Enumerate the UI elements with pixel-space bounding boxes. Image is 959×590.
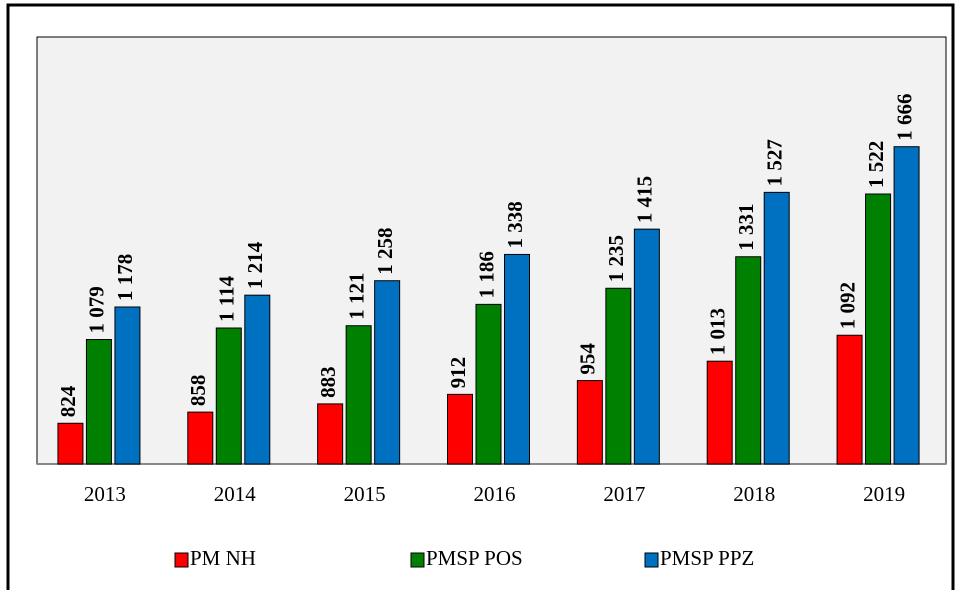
data-label: 1 258 (373, 227, 397, 274)
bar (374, 280, 401, 465)
x-tick-label: 2019 (863, 482, 905, 506)
bar (865, 193, 892, 465)
bar (447, 393, 473, 465)
legend-swatch (410, 552, 425, 568)
x-tick-label: 2013 (84, 482, 126, 506)
bar (633, 228, 660, 465)
data-label: 1 235 (604, 235, 628, 282)
frame (6, 3, 955, 590)
data-label: 1 079 (85, 286, 109, 333)
data-label: 858 (186, 375, 210, 407)
bar (763, 191, 790, 465)
data-label: 1 331 (734, 203, 758, 250)
bar (215, 327, 242, 465)
bar (85, 339, 112, 465)
bar (317, 403, 344, 465)
data-label: 1 178 (113, 254, 137, 301)
data-label: 1 186 (474, 251, 498, 298)
x-tick-label: 2017 (603, 482, 645, 506)
bar (244, 294, 271, 465)
data-label: 912 (446, 357, 470, 389)
bar (345, 325, 372, 465)
bar (893, 146, 920, 465)
bar (187, 411, 214, 465)
legend-swatch (644, 552, 659, 568)
x-tick-label: 2018 (733, 482, 775, 506)
x-tick-label: 2016 (474, 482, 516, 506)
legend-swatch (174, 552, 189, 568)
data-label: 1 415 (633, 176, 657, 223)
data-label: 883 (316, 366, 340, 398)
bar (836, 334, 863, 465)
data-label: 954 (576, 343, 600, 375)
legend-label: PMSP PPZ (660, 546, 754, 570)
x-tick-label: 2014 (214, 482, 257, 506)
data-label: 1 666 (892, 93, 916, 140)
bar (605, 287, 632, 465)
bar (735, 256, 762, 465)
bar (475, 303, 502, 465)
data-label: 1 338 (503, 201, 527, 248)
bar (504, 253, 530, 465)
bar (706, 360, 733, 465)
data-label: 1 121 (344, 272, 368, 319)
x-tick-label: 2015 (344, 482, 386, 506)
data-label: 1 214 (243, 241, 267, 289)
bar (576, 380, 603, 465)
data-label: 1 527 (763, 139, 787, 186)
bar (57, 422, 84, 465)
legend-label: PMSP POS (426, 546, 523, 570)
bar (114, 306, 141, 465)
data-label: 1 013 (706, 308, 730, 355)
data-label: 1 114 (215, 275, 239, 322)
data-label: 1 092 (835, 282, 859, 329)
data-label: 824 (56, 385, 80, 417)
data-label: 1 522 (864, 141, 888, 188)
legend-label: PM NH (190, 546, 256, 570)
